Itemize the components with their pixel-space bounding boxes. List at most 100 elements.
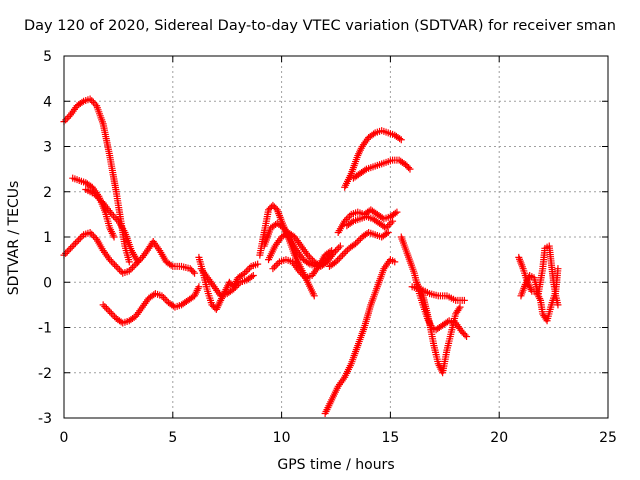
data-point [133, 258, 141, 266]
y-tick-label: -1 [38, 321, 52, 337]
data-point [244, 266, 252, 274]
data-point [109, 311, 117, 319]
data-point [62, 249, 70, 257]
data-point [67, 244, 75, 252]
data-point [272, 261, 280, 269]
data-point [297, 269, 305, 277]
data-point [73, 238, 81, 246]
data-point [195, 283, 203, 291]
data-point [110, 233, 118, 241]
data-point [460, 296, 468, 304]
x-tick-label: 20 [490, 430, 508, 446]
data-point [385, 221, 393, 229]
data-point [78, 232, 86, 240]
data-point [355, 236, 363, 244]
data-point [271, 263, 279, 271]
data-point [137, 255, 145, 263]
data-point [88, 230, 96, 238]
y-tick-label: 0 [43, 275, 52, 291]
data-point [99, 301, 107, 309]
data-point [341, 217, 349, 225]
data-point [391, 209, 399, 217]
data-point [127, 265, 135, 273]
data-point [65, 113, 73, 121]
data-point [353, 238, 361, 246]
data-point [62, 116, 70, 124]
data-point [310, 292, 318, 300]
data-point [246, 264, 254, 272]
data-point [70, 241, 78, 249]
data-point [334, 256, 342, 264]
data-point [71, 239, 79, 247]
data-point [86, 228, 94, 236]
y-tick-label: 2 [43, 185, 52, 201]
data-point [231, 283, 239, 291]
data-point [406, 165, 414, 173]
data-point [106, 308, 114, 316]
data-point [191, 269, 199, 277]
y-axis-label: SDTVAR / TECUs [6, 180, 22, 296]
data-point [107, 309, 115, 317]
data-point [111, 214, 119, 222]
data-point [109, 259, 117, 267]
data-point [107, 257, 115, 265]
data-point [384, 228, 392, 236]
data-point [339, 251, 347, 259]
data-point [382, 224, 390, 232]
data-point [384, 222, 392, 230]
data-point [113, 215, 121, 223]
data-point [396, 135, 404, 143]
x-axis-label: GPS time / hours [277, 457, 395, 473]
data-point [304, 259, 312, 267]
data-point [455, 305, 463, 313]
data-point [91, 234, 99, 242]
data-point [393, 208, 401, 216]
data-point [63, 248, 71, 256]
data-point [242, 268, 250, 276]
data-point [295, 267, 303, 275]
data-point [235, 280, 243, 288]
data-point [456, 303, 464, 311]
data-point [352, 240, 360, 248]
data-point [125, 267, 133, 275]
data-point [68, 243, 76, 251]
data-point [274, 260, 282, 268]
data-point [101, 303, 109, 311]
data-point [307, 254, 315, 262]
data-point [304, 251, 312, 259]
data-point [125, 258, 133, 266]
y-tick-label: 1 [43, 230, 52, 246]
data-point [361, 166, 369, 174]
data-point [348, 218, 356, 226]
x-tick-label: 25 [599, 430, 617, 446]
data-point [391, 258, 399, 266]
data-point [132, 260, 140, 268]
data-point [405, 164, 413, 172]
data-point [298, 270, 306, 278]
data-point [336, 242, 344, 250]
y-tick-label: 4 [43, 94, 52, 110]
data-point [114, 264, 122, 272]
data-point [326, 248, 334, 256]
data-point [161, 295, 169, 303]
data-point [112, 262, 120, 270]
data-point [300, 272, 308, 280]
data-point [117, 268, 125, 276]
y-tick-label: 5 [43, 49, 52, 65]
data-point [342, 215, 350, 223]
data-point [189, 268, 197, 276]
data-point [335, 244, 343, 252]
x-tick-label: 10 [273, 430, 291, 446]
data-point [76, 234, 84, 242]
data-point [108, 210, 116, 218]
data-point [78, 98, 86, 106]
data-point [111, 261, 119, 269]
data-point [135, 257, 143, 265]
data-point [75, 236, 83, 244]
data-point [230, 285, 238, 293]
data-point [104, 306, 112, 314]
data-point [130, 313, 138, 321]
data-point [397, 136, 405, 144]
data-point [91, 100, 99, 108]
